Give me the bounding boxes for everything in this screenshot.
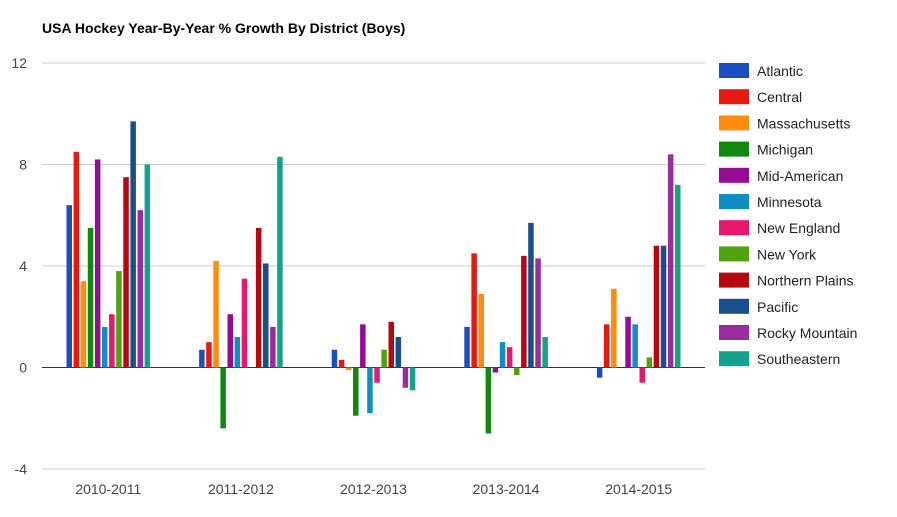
bar [528,222,534,368]
bar [338,359,345,368]
bar [514,367,520,376]
bar [109,314,115,368]
bar [220,367,226,429]
bar [492,367,499,373]
bar [675,184,681,368]
bar [521,255,527,368]
bar [116,271,122,368]
legend-label: New York [757,246,817,262]
bar [345,367,352,371]
bar [632,324,638,368]
bar [331,349,338,368]
bar [625,316,631,368]
bar [388,321,394,368]
bar [542,337,548,368]
bar [646,357,653,368]
bar [87,227,94,368]
bar [464,326,470,368]
legend-label: Rocky Mountain [757,325,857,341]
legend: Atlantic Central Massachusetts Michigan Mid-… [719,63,857,367]
chart-title: USA Hockey Year-By-Year % Growth By Dist… [42,20,406,36]
bar [80,281,87,368]
bar [255,227,262,368]
bar [478,293,484,368]
bar [596,367,603,378]
y-tick-label: 4 [19,258,27,274]
x-tick-label: 2010-2011 [75,481,141,497]
bar [123,177,129,368]
bar [604,324,610,368]
bar [206,342,212,368]
legend-swatch [719,325,749,340]
bar [660,245,667,368]
bar [485,367,492,434]
bar [611,288,617,368]
bar [360,324,366,368]
x-tick-label: 2014-2015 [605,481,672,497]
bar [137,210,143,368]
bar [409,367,416,391]
legend-swatch [719,167,749,183]
bar [199,349,205,368]
legend-label: Pacific [757,299,798,315]
bar [234,337,241,368]
bar [227,314,233,368]
legend-label: New England [757,220,840,236]
bar [535,258,541,368]
legend-label: Atlantic [757,63,803,79]
legend-label: Michigan [757,142,813,158]
bar [66,205,72,368]
legend-swatch [719,272,749,288]
bar [94,159,101,368]
bar [374,367,380,383]
grid-layer [42,62,705,470]
y-axis-ticks: -4 0 4 8 12 [11,55,27,477]
legend-label: Mid-American [757,168,843,184]
y-tick-label: 12 [11,55,27,71]
y-tick-label: 0 [19,360,27,376]
y-tick-label: -4 [15,461,28,477]
bar [263,263,269,368]
bar [130,121,136,368]
x-tick-label: 2013-2014 [473,481,540,497]
legend-swatch [719,194,749,209]
bar [499,342,506,368]
bar [144,164,151,368]
bar [402,367,409,388]
x-axis-ticks: 2010-2011 2011-2012 2012-2013 2013-2014 2014… [75,481,672,497]
legend-swatch [719,220,749,236]
bars-layer [66,121,681,434]
legend-label: Northern Plains [757,273,854,289]
bar [73,151,80,368]
legend-label: Massachusetts [757,115,850,131]
bar [381,349,387,368]
bar [667,154,674,368]
bar [471,253,477,368]
legend-swatch [719,89,749,105]
legend-swatch [719,298,749,314]
legend-swatch [719,63,749,78]
bar [395,337,402,368]
bar [213,260,219,368]
bar [639,367,645,383]
legend-swatch [719,246,749,262]
legend-swatch [719,351,749,367]
legend-label: Central [757,89,802,105]
legend-swatch [719,141,749,157]
bar [353,367,359,416]
bar [506,347,513,368]
legend-swatch [719,115,749,131]
bar [102,326,108,368]
x-tick-label: 2011-2012 [208,481,274,497]
legend-label: Southeastern [757,351,840,367]
bar [270,326,276,368]
bar [277,156,283,368]
x-tick-label: 2012-2013 [340,481,407,497]
bar [367,367,373,414]
y-tick-label: 8 [19,157,27,173]
bar [241,278,248,368]
bar [653,245,660,368]
legend-label: Minnesota [757,194,822,210]
